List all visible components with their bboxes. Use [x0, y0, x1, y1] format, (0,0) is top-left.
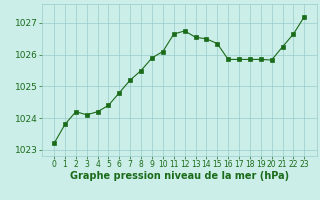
- X-axis label: Graphe pression niveau de la mer (hPa): Graphe pression niveau de la mer (hPa): [70, 171, 289, 181]
